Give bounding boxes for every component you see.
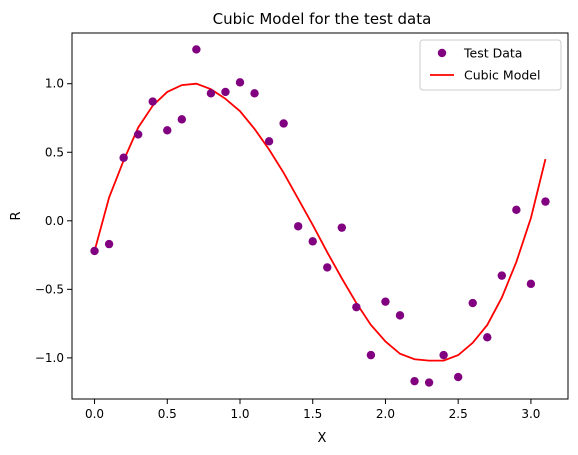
data-point [323, 263, 332, 272]
data-point [308, 237, 317, 246]
y-tick-label: 0.5 [45, 145, 64, 159]
x-axis-label: X [318, 431, 327, 446]
data-point [497, 271, 507, 280]
data-point [221, 87, 230, 97]
x-tick-label: 1.5 [303, 407, 322, 421]
data-point [192, 45, 201, 54]
data-point [439, 350, 448, 360]
data-point [337, 223, 347, 232]
legend-label: Test Data [463, 46, 522, 61]
y-tick-label: −1.0 [35, 351, 64, 365]
data-point [483, 333, 492, 342]
data-point [250, 89, 259, 98]
data-point [526, 279, 536, 289]
data-point [366, 350, 376, 360]
data-point [119, 153, 128, 162]
y-axis-label: R [9, 211, 24, 220]
data-point [206, 89, 216, 98]
data-point [104, 239, 114, 249]
x-tick-label: 0.0 [85, 407, 104, 421]
data-point [410, 376, 419, 386]
data-point [177, 115, 187, 124]
data-point [163, 126, 172, 135]
data-point [148, 97, 157, 106]
x-tick-label: 2.0 [376, 407, 395, 421]
data-point [381, 297, 390, 306]
data-point [512, 205, 521, 215]
legend-box [419, 39, 562, 91]
plot-frame-border [71, 32, 569, 400]
data-point [293, 222, 303, 231]
legend-label: Cubic Model [464, 68, 540, 83]
data-point [264, 137, 274, 146]
data-point [541, 197, 550, 206]
data-point [235, 78, 245, 87]
y-axis-ticks: −1.0 −0.5 0.0 0.5 1.0 [35, 77, 72, 365]
x-tick-label: 3.0 [521, 407, 540, 421]
legend: Test Data Cubic Model [419, 39, 562, 91]
data-point [395, 311, 405, 320]
series-line-cubic-model [93, 82, 547, 362]
chart-title: Cubic Model for the test data [213, 10, 432, 28]
y-tick-label: 1.0 [45, 77, 64, 91]
data-point [453, 372, 463, 382]
data-point [133, 130, 143, 139]
x-tick-label: 1.0 [230, 407, 249, 421]
data-point [90, 246, 99, 256]
data-point [424, 378, 434, 387]
data-point [468, 298, 477, 308]
y-tick-label: −0.5 [35, 282, 64, 296]
x-tick-label: 2.5 [449, 407, 468, 421]
x-tick-label: 0.5 [158, 407, 177, 421]
y-tick-label: 0.0 [45, 214, 64, 228]
x-axis-ticks: 0.0 0.5 1.0 1.5 2.0 2.5 3.0 [85, 399, 540, 421]
series-layer [90, 45, 550, 387]
legend-marker [437, 48, 447, 58]
data-point [279, 119, 288, 128]
data-point [352, 302, 361, 312]
